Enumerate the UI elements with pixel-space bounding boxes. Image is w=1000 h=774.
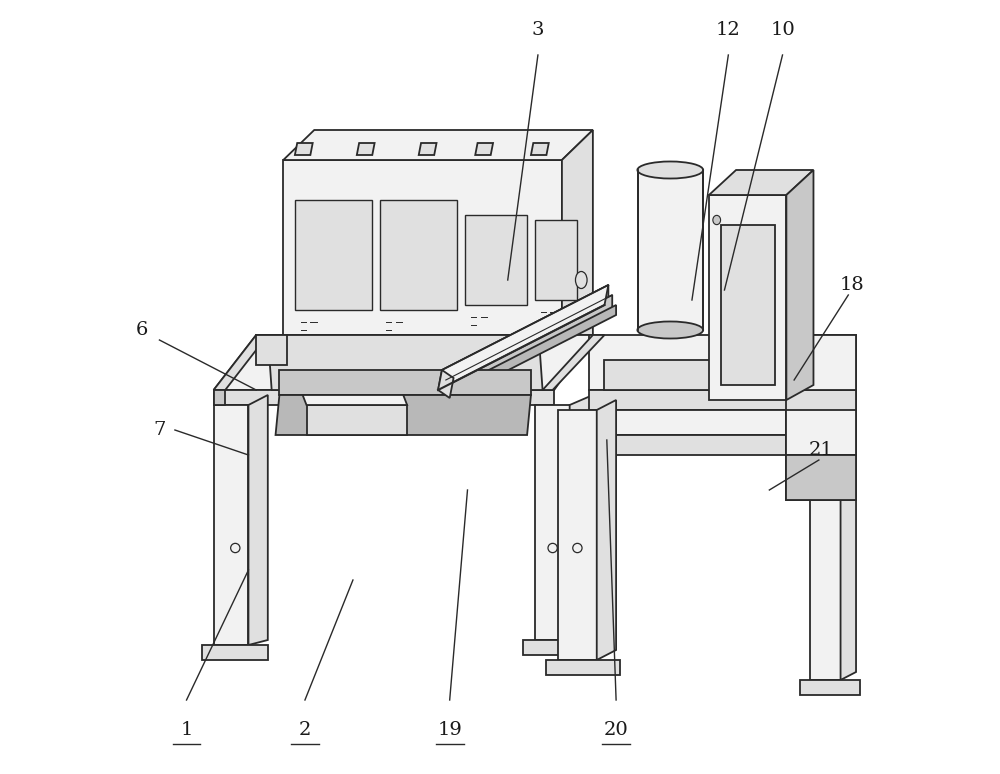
Polygon shape [256, 335, 287, 365]
Text: 20: 20 [604, 721, 628, 739]
Ellipse shape [637, 321, 703, 338]
Polygon shape [786, 390, 856, 455]
Polygon shape [597, 400, 616, 660]
Polygon shape [450, 305, 616, 400]
Polygon shape [268, 335, 543, 390]
Polygon shape [214, 335, 593, 390]
Polygon shape [558, 410, 597, 660]
Polygon shape [523, 640, 597, 655]
Polygon shape [202, 645, 268, 660]
Polygon shape [543, 335, 604, 390]
Polygon shape [535, 405, 570, 640]
Polygon shape [438, 370, 454, 398]
Polygon shape [303, 395, 407, 405]
Polygon shape [604, 410, 786, 435]
Polygon shape [475, 143, 493, 155]
Polygon shape [786, 170, 813, 400]
Polygon shape [709, 170, 813, 195]
Polygon shape [810, 500, 841, 680]
Ellipse shape [575, 272, 587, 289]
Polygon shape [786, 455, 856, 500]
Text: 12: 12 [716, 21, 741, 39]
Polygon shape [570, 395, 593, 640]
Polygon shape [786, 410, 856, 455]
Polygon shape [638, 170, 703, 330]
Text: 3: 3 [532, 21, 544, 39]
Polygon shape [786, 455, 856, 500]
Polygon shape [800, 680, 860, 695]
Polygon shape [531, 143, 549, 155]
Polygon shape [380, 200, 457, 310]
Polygon shape [546, 660, 620, 675]
Polygon shape [786, 335, 856, 390]
Polygon shape [442, 285, 608, 385]
Polygon shape [283, 130, 593, 160]
Polygon shape [214, 405, 248, 645]
Polygon shape [465, 215, 527, 305]
Polygon shape [604, 360, 841, 390]
Polygon shape [419, 143, 437, 155]
Polygon shape [446, 295, 612, 395]
Text: 7: 7 [153, 421, 166, 439]
Ellipse shape [637, 162, 703, 179]
Text: 19: 19 [437, 721, 462, 739]
Polygon shape [283, 335, 593, 340]
Polygon shape [295, 200, 372, 310]
Polygon shape [841, 492, 856, 680]
Text: 21: 21 [809, 441, 834, 459]
Text: 2: 2 [299, 721, 311, 739]
Text: 6: 6 [136, 321, 149, 339]
Polygon shape [248, 395, 268, 645]
Polygon shape [589, 335, 856, 390]
Polygon shape [279, 370, 531, 395]
Polygon shape [295, 143, 313, 155]
Polygon shape [214, 390, 554, 405]
Text: 10: 10 [770, 21, 795, 39]
Polygon shape [721, 225, 775, 385]
Polygon shape [709, 195, 786, 400]
Text: 1: 1 [180, 721, 193, 739]
Polygon shape [306, 405, 407, 435]
Polygon shape [283, 160, 562, 340]
Polygon shape [562, 130, 593, 340]
Polygon shape [589, 390, 856, 410]
Polygon shape [357, 143, 375, 155]
Polygon shape [535, 220, 577, 300]
Polygon shape [214, 335, 268, 390]
Ellipse shape [713, 215, 721, 224]
Text: 18: 18 [840, 276, 865, 294]
Polygon shape [214, 390, 225, 405]
Polygon shape [438, 285, 608, 390]
Polygon shape [604, 435, 786, 455]
Polygon shape [276, 395, 531, 435]
